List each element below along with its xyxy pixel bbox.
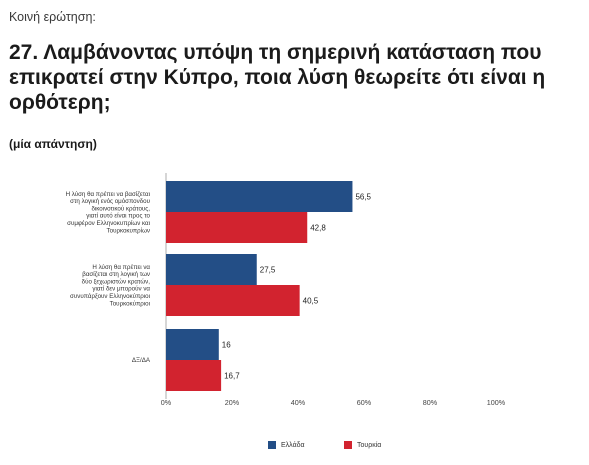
kicker: Κοινή ερώτηση: [9, 10, 96, 24]
category-label-line: Η λύση θα πρέπει να [92, 264, 150, 271]
category-label: Η λύση θα πρέπει να βασίζεται στη λογική … [66, 191, 151, 235]
legend-swatch-turkey [344, 441, 352, 449]
x-tick-label: 20% [225, 398, 240, 407]
category-label-line: Τουρκοκύπριοι [110, 300, 151, 307]
category-label-line: γιατί δεν μπορούν να [92, 286, 150, 293]
category-label-line: βασίζεται στη λογική των [82, 271, 150, 278]
category-label-line: Η λύση θα πρέπει να βασίζεται [66, 191, 151, 198]
legend-swatch-greece [268, 441, 276, 449]
category-label-line: Τουρκοκυπρίων [107, 227, 150, 234]
category-label-line: συνυπάρξουν Ελληνοκύπριοι [70, 293, 151, 300]
legend-label-greece: Ελλάδα [281, 441, 305, 449]
legend: Ελλάδα Τουρκία [0, 441, 589, 455]
category-label-line: δικοινοτικού κράτους, [91, 205, 150, 212]
x-tick-label: 80% [423, 398, 438, 407]
data-label: 16 [222, 341, 231, 350]
data-label: 42,8 [310, 224, 326, 233]
data-label: 56,5 [355, 193, 371, 202]
category-label-line: στη λογική ενός ομόσπονδου [70, 198, 150, 205]
bar-greece [166, 329, 219, 360]
bar-turkey [166, 285, 300, 316]
legend-label-turkey: Τουρκία [357, 441, 382, 449]
data-label: 40,5 [303, 297, 319, 306]
data-label: 16,7 [224, 372, 240, 381]
bar-turkey [166, 212, 308, 243]
category-label-line: δύο ξεχωριστών κρατών, [82, 278, 151, 285]
x-tick-label: 0% [161, 398, 172, 407]
category-label: ΔΞ/ΔΑ [132, 357, 151, 364]
subtitle: (μία απάντηση) [9, 137, 97, 151]
category-label-line: γιατί αυτό είναι προς το [86, 213, 150, 220]
category-label-line: συμφέρον Ελληνοκυπρίων και [67, 220, 150, 227]
bar-greece [166, 181, 353, 212]
bar-greece [166, 254, 257, 285]
bar-turkey [166, 360, 222, 391]
data-label: 27,5 [260, 266, 276, 275]
legend-item-greece: Ελλάδα [268, 441, 305, 449]
bar-chart: Η λύση θα πρέπει να βασίζεται στη λογική … [66, 173, 506, 407]
page-title: 27. Λαμβάνοντας υπόψη τη σημερινή κατάστ… [9, 41, 546, 114]
x-tick-label: 60% [357, 398, 372, 407]
legend-item-turkey: Τουρκία [344, 441, 381, 449]
category-label: Η λύση θα πρέπει να βασίζεται στη λογική … [70, 264, 151, 308]
category-label-line: ΔΞ/ΔΑ [132, 357, 151, 364]
x-tick-label: 100% [487, 398, 506, 407]
x-tick-label: 40% [291, 398, 306, 407]
